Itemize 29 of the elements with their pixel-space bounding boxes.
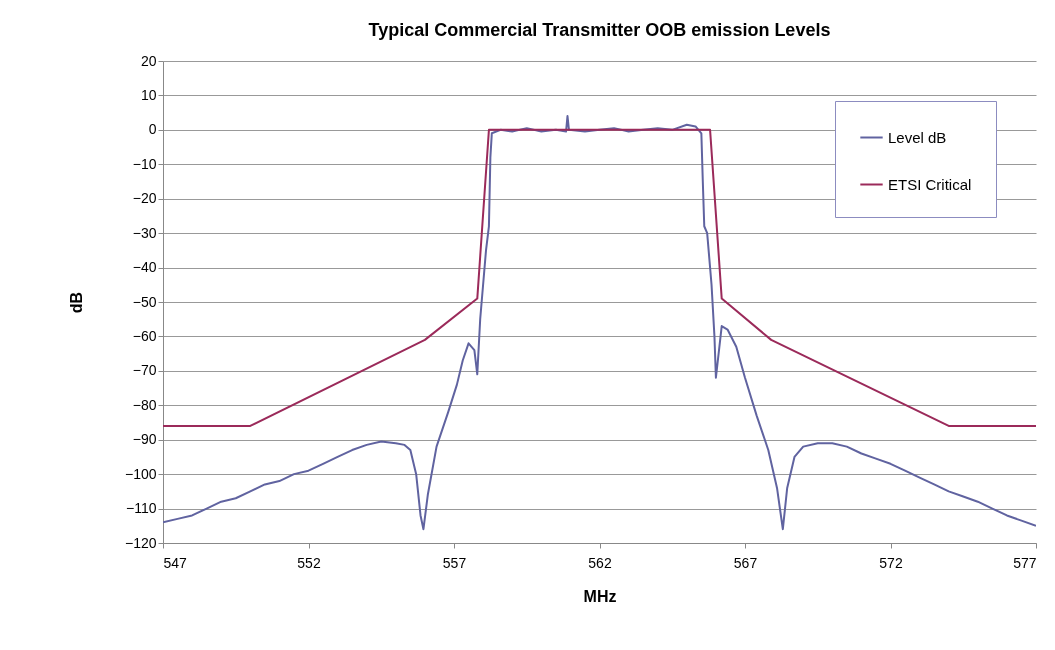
y-tick-label: −90: [132, 431, 157, 448]
x-tick-label: 562: [588, 554, 612, 571]
y-tick-label: 10: [140, 86, 157, 103]
x-tick-label: 547: [163, 554, 188, 571]
x-tick-label: 572: [879, 554, 903, 571]
y-tick-label: −60: [132, 327, 157, 344]
y-tick-label: −10: [132, 155, 157, 172]
line-series: [163, 115, 1036, 531]
legend-label: Level dB: [888, 128, 947, 146]
x-tick-label: 577: [1013, 554, 1037, 571]
y-tick-label: −110: [126, 500, 157, 517]
y-tick-label: 0: [148, 121, 157, 138]
y-tick-label: 20: [140, 52, 157, 69]
y-axis-title: dB: [67, 291, 85, 314]
y-tick-label: −40: [132, 259, 157, 276]
y-tick-label: −100: [124, 465, 157, 482]
y-tick-label: −50: [132, 293, 157, 310]
line-series: [163, 128, 1036, 427]
chart-title: Typical Commercial Transmitter OOB emission Levels: [368, 20, 831, 40]
y-tick-label: −20: [132, 190, 157, 207]
x-axis-title: MHz: [583, 587, 617, 605]
y-tick-label: −120: [124, 534, 157, 551]
y-tick-label: −70: [132, 362, 157, 379]
x-tick-label: 567: [733, 554, 758, 571]
legend-label: ETSI Critical: [888, 175, 972, 193]
y-tick-label: −80: [132, 396, 157, 413]
x-tick-label: 552: [297, 554, 321, 571]
y-tick-label: −30: [132, 224, 157, 241]
x-tick-label: 557: [442, 554, 467, 571]
